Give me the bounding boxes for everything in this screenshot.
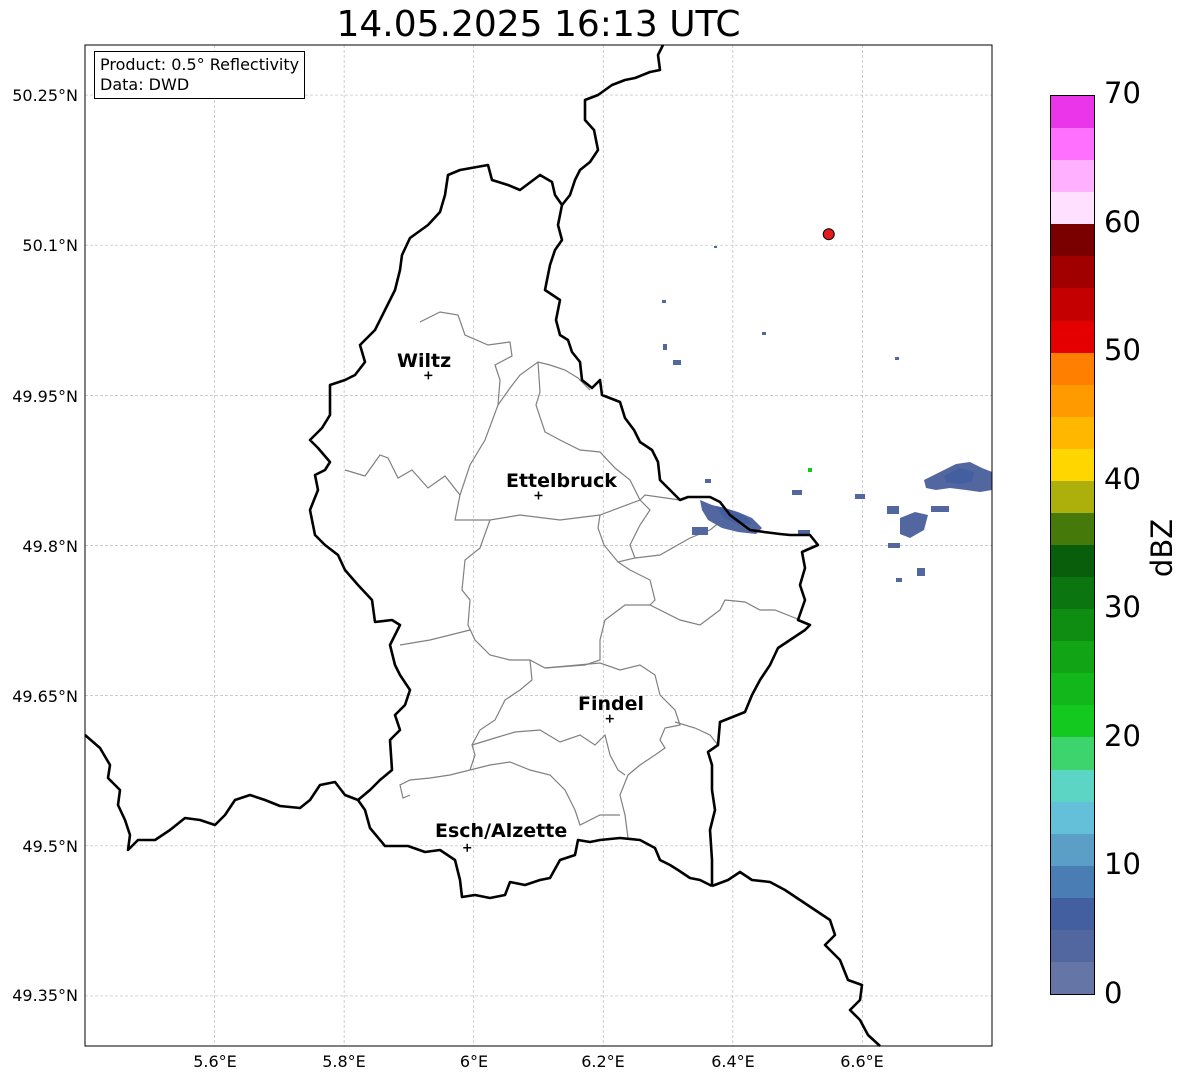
colorbar-segment xyxy=(1051,96,1094,129)
colorbar-segment xyxy=(1051,224,1094,257)
city-marker xyxy=(463,843,472,852)
lon-tick-label: 6.4°E xyxy=(711,1052,755,1071)
colorbar-segment xyxy=(1051,577,1094,610)
colorbar-segment xyxy=(1051,512,1094,546)
lat-tick-label: 49.65°N xyxy=(12,687,78,706)
colorbar-segment xyxy=(1051,352,1094,386)
city-label-esch-alzette: Esch/Alzette xyxy=(435,820,568,842)
canton-border xyxy=(634,521,721,559)
colorbar-segment xyxy=(1051,897,1094,931)
lon-tick-label: 6.6°E xyxy=(840,1052,884,1071)
city-marker xyxy=(534,491,543,500)
canton-border xyxy=(674,721,719,746)
canton-border xyxy=(469,761,620,826)
lat-tick-label: 50.1°N xyxy=(22,236,78,255)
city-marker xyxy=(605,714,614,723)
lat-tick-label: 49.35°N xyxy=(12,986,78,1005)
map-title: 14.05.2025 16:13 UTC xyxy=(336,4,741,45)
lat-tick-label: 49.95°N xyxy=(12,387,78,406)
canton-border xyxy=(461,519,811,669)
city-markers xyxy=(424,371,614,852)
plot-frame xyxy=(84,44,993,1047)
canton-border xyxy=(399,659,533,799)
lon-tick-label: 6°E xyxy=(459,1052,489,1071)
colorbar-segment xyxy=(1051,448,1094,482)
colorbar-segment xyxy=(1051,160,1094,193)
colorbar-tick-label: 30 xyxy=(1104,590,1141,625)
colorbar-segment xyxy=(1051,929,1094,963)
city-label-wiltz: Wiltz xyxy=(397,350,452,372)
country-borders xyxy=(84,44,881,1047)
lat-tick-label: 50.25°N xyxy=(12,86,78,105)
canton-border xyxy=(471,729,626,776)
colorbar-segment xyxy=(1051,480,1094,514)
lat-tick-label: 49.8°N xyxy=(22,537,78,556)
colorbar-segment xyxy=(1051,320,1094,354)
colorbar-segment xyxy=(1051,192,1094,225)
colorbar-segment xyxy=(1051,545,1094,578)
colorbar-label: dBZ xyxy=(1145,518,1179,578)
colorbar-tick-label: 10 xyxy=(1104,847,1141,882)
radar-site-marker xyxy=(822,228,835,241)
colorbar-segment xyxy=(1051,705,1094,738)
colorbar-segment xyxy=(1051,641,1094,674)
belgium-france-border xyxy=(84,734,359,852)
lon-tick-label: 6.2°E xyxy=(581,1052,625,1071)
city-label-ettelbruck: Ettelbruck xyxy=(506,470,617,492)
colorbar-tick-label: 60 xyxy=(1104,204,1141,239)
luxembourg-border xyxy=(308,163,820,886)
colorbar-segment xyxy=(1051,416,1094,450)
colorbar-segment xyxy=(1051,833,1094,867)
city-marker xyxy=(424,371,433,380)
canton-border xyxy=(419,311,681,521)
colorbar-segment xyxy=(1051,769,1094,803)
lon-tick-label: 5.6°E xyxy=(193,1052,237,1071)
colorbar-segment xyxy=(1051,288,1094,321)
canton-border xyxy=(344,454,461,496)
lon-tick-label: 5.8°E xyxy=(322,1052,366,1071)
colorbar-segment xyxy=(1051,961,1094,995)
luxembourg-border xyxy=(356,799,713,900)
data-source-label: Data: DWD xyxy=(100,75,190,94)
colorbar-tick-label: 0 xyxy=(1104,976,1123,1010)
colorbar-segment xyxy=(1051,865,1094,899)
lat-tick-label: 49.5°N xyxy=(22,837,78,856)
canton-border xyxy=(497,361,591,406)
colorbar-segment xyxy=(1051,128,1094,161)
canton-border xyxy=(544,662,681,839)
colorbar-segment xyxy=(1051,384,1094,418)
colorbar-tick-label: 50 xyxy=(1104,333,1141,368)
colorbar-tick-label: 70 xyxy=(1104,76,1141,110)
canton-border xyxy=(399,629,471,646)
colorbar-segment xyxy=(1051,801,1094,835)
colorbar-segment xyxy=(1051,609,1094,642)
colorbar xyxy=(1050,95,1095,995)
colorbar-segment xyxy=(1051,673,1094,706)
canton-border xyxy=(617,561,656,606)
info-box: Product: 0.5° Reflectivity Data: DWD xyxy=(94,51,306,99)
colorbar-segment xyxy=(1051,737,1094,770)
colorbar-tick-label: 40 xyxy=(1104,461,1141,496)
city-label-findel: Findel xyxy=(578,693,645,715)
product-label: Product: 0.5° Reflectivity xyxy=(100,55,300,74)
germany-border xyxy=(711,870,881,1047)
germany-border xyxy=(560,44,665,206)
colorbar-tick-label: 20 xyxy=(1104,718,1141,753)
canton-border xyxy=(535,361,641,501)
colorbar-segment xyxy=(1051,256,1094,289)
canton-borders xyxy=(344,311,811,839)
